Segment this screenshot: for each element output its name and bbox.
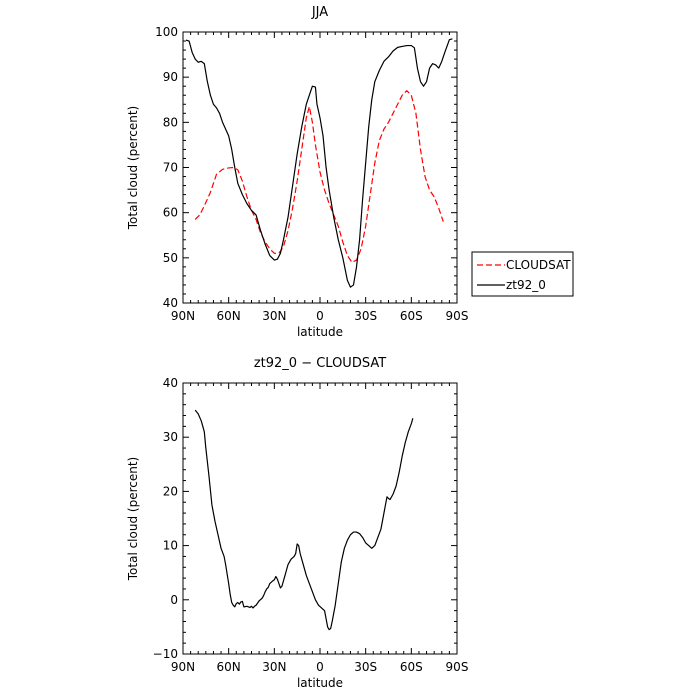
top-x-axis-label: latitude [297,325,343,339]
bottom-x-tick-label: 0 [316,660,324,674]
bottom-y-tick-label: 0 [170,593,178,607]
legend-label-cloudsat: CLOUDSAT [506,258,571,272]
bottom-y-tick-label: 30 [163,430,178,444]
legend: CLOUDSAT zt92_0 [471,251,574,297]
top-y-tick-label: 70 [163,161,178,175]
bottom-chart-panel: zt92_0 − CLOUDSAT 90N 60N 30N 0 30S 60S 90S lati… [126,356,468,690]
top-chart-panel: JJA 90N 60N 30N 0 30S 60S 90S latitude 40 50 60 70 80… [126,5,468,339]
bottom-x-tick-label: 60N [217,660,241,674]
bottom-y-tick-label: 40 [163,376,178,390]
bottom-x-tick-label: 90S [446,660,469,674]
top-y-tick-label: 40 [163,296,178,310]
bottom-y-tick-label: −10 [153,647,178,661]
top-series-line-zt92-0 [185,38,453,288]
bottom-x-tick-label: 90N [171,660,195,674]
top-x-tick-label: 90N [171,309,195,323]
top-x-tick-label: 90S [446,309,469,323]
top-y-axis-label: Total cloud (percent) [126,106,140,230]
bottom-series-line-1 [194,409,414,631]
bottom-y-axis-label: Total cloud (percent) [126,457,140,581]
top-x-tick-label: 60N [217,309,241,323]
top-series-line-cloudsat [194,90,444,263]
top-y-tick-label: 100 [155,25,178,39]
top-y-tick-label: 90 [163,70,178,84]
legend-label-zt92-0: zt92_0 [506,278,546,292]
bottom-x-axis-label: latitude [297,676,343,690]
bottom-x-tick-label: 60S [400,660,423,674]
top-x-tick-label: 0 [316,309,324,323]
top-chart-title: JJA [311,5,328,20]
top-y-tick-label: 50 [163,251,178,265]
top-y-tick-label: 60 [163,206,178,220]
top-x-tick-label: 30N [262,309,286,323]
bottom-plot-frame [182,382,458,655]
top-x-tick-label: 30S [354,309,377,323]
top-plot-frame [182,31,458,304]
top-x-tick-label: 60S [400,309,423,323]
legend-box [471,251,574,297]
bottom-chart-title: zt92_0 − CLOUDSAT [254,356,386,371]
bottom-x-tick-label: 30S [354,660,377,674]
bottom-y-tick-label: 20 [163,484,178,498]
bottom-x-tick-label: 30N [262,660,286,674]
top-y-tick-label: 80 [163,115,178,129]
bottom-y-tick-label: 10 [163,539,178,553]
